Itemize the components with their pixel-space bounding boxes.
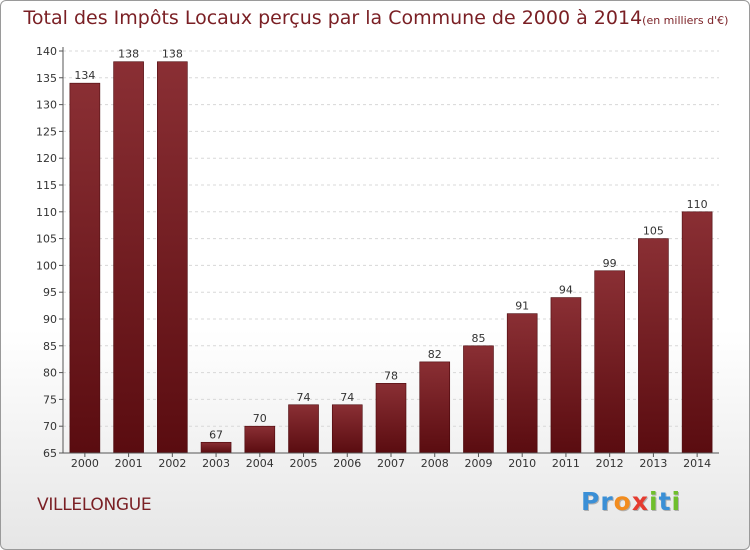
logo-letter: r (600, 487, 614, 516)
y-tick-label: 105 (36, 233, 57, 246)
bar (157, 61, 188, 454)
bar (200, 441, 232, 454)
y-tick-label: 115 (36, 179, 57, 192)
bar-value-label: 138 (162, 48, 183, 61)
y-tick-label: 90 (43, 313, 57, 326)
y-tick-label: 70 (43, 420, 57, 433)
bar-value-label: 99 (603, 257, 617, 270)
x-tick-label: 2004 (246, 457, 274, 470)
x-tick-label: 2003 (202, 457, 230, 470)
x-tick-label: 2002 (158, 457, 186, 470)
commune-name: VILLELONGUE (37, 495, 152, 515)
bar-value-label: 105 (643, 225, 664, 238)
bar (419, 361, 451, 454)
x-tick-label: 2014 (683, 457, 711, 470)
logo-letter: P (581, 487, 601, 516)
bar-value-label: 78 (384, 369, 398, 382)
y-tick-label: 120 (36, 152, 57, 165)
y-tick-label: 85 (43, 340, 57, 353)
x-tick-label: 2008 (421, 457, 449, 470)
bar (594, 270, 625, 454)
x-tick-label: 2007 (377, 457, 405, 470)
bar (331, 404, 363, 454)
chart-title: Total des Impôts Locaux perçus par la Co… (1, 7, 749, 29)
bar (463, 345, 494, 454)
y-tick-label: 125 (36, 125, 57, 138)
logo-letter: o (613, 487, 632, 516)
x-tick-label: 2005 (290, 457, 318, 470)
y-tick-label: 65 (43, 447, 57, 460)
logo-letter: t (658, 487, 672, 516)
bar-value-label: 85 (471, 332, 485, 345)
bar-value-label: 74 (340, 391, 354, 404)
y-tick-label: 110 (36, 206, 57, 219)
bar-value-label: 82 (428, 348, 442, 361)
y-tick-label: 75 (43, 393, 57, 406)
bar-value-label: 91 (515, 300, 529, 313)
bar-value-label: 110 (687, 198, 708, 211)
x-tick-label: 2001 (115, 457, 143, 470)
axis-layer: 65 70 75 80 85 90 95 100 105 110 115 120 125 130 135 14… (36, 45, 719, 470)
x-tick-label: 2011 (552, 457, 580, 470)
bar-value-label: 74 (297, 391, 311, 404)
x-tick-label: 2006 (333, 457, 361, 470)
bar-value-label: 138 (118, 48, 139, 61)
logo-letter: x (631, 487, 649, 516)
bar (375, 383, 407, 454)
x-tick-label: 2012 (596, 457, 624, 470)
y-tick-label: 140 (36, 45, 57, 58)
logo-letter: i (671, 487, 682, 516)
bar (550, 297, 582, 454)
bar-value-label: 94 (559, 284, 573, 297)
bar (113, 61, 144, 454)
y-tick-label: 100 (36, 259, 57, 272)
bar (69, 82, 101, 454)
logo-letter: i (649, 487, 659, 516)
y-tick-label: 80 (43, 367, 57, 380)
bar-value-label: 67 (209, 428, 223, 441)
x-tick-label: 2000 (71, 457, 99, 470)
bar (681, 211, 713, 454)
bar-value-label: 70 (253, 412, 267, 425)
bar (638, 238, 669, 454)
bar (244, 425, 276, 454)
chart-title-text: Total des Impôts Locaux perçus par la Co… (23, 7, 643, 29)
bar-layer: 134 138 138 67 70 74 74 78 82 85 91 94 99 105 110 (69, 48, 713, 454)
y-tick-label: 130 (36, 99, 57, 112)
y-tick-label: 135 (36, 72, 57, 85)
proxiti-logo: Proxiti (581, 487, 681, 516)
y-tick-label: 95 (43, 286, 57, 299)
x-tick-label: 2010 (508, 457, 536, 470)
bar (506, 313, 538, 454)
x-tick-label: 2013 (639, 457, 667, 470)
chart-title-unit: (en milliers d'€) (642, 14, 729, 27)
bar-value-label: 134 (74, 69, 95, 82)
bar (288, 404, 319, 454)
x-tick-label: 2009 (464, 457, 492, 470)
